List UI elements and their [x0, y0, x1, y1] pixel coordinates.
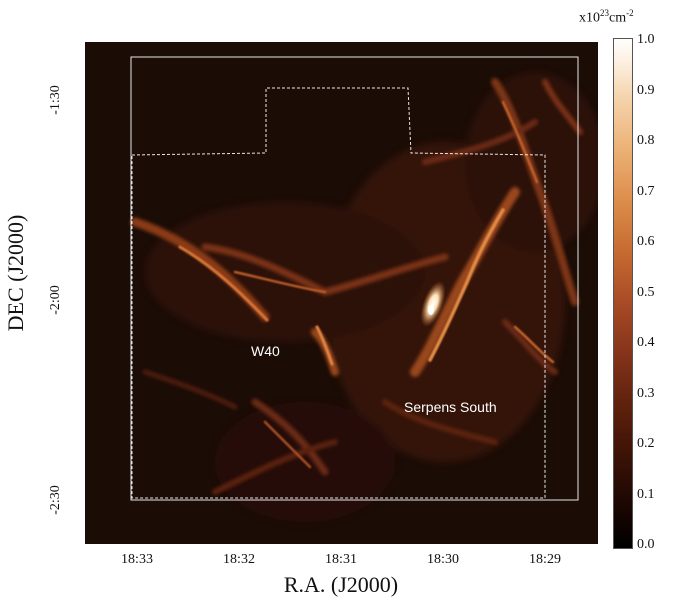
- survey-region-outlines: [130, 56, 579, 501]
- label-w40: W40: [251, 343, 280, 359]
- ra-tick-label: 18:32: [223, 552, 255, 567]
- filament-structure: [130, 72, 598, 522]
- dec-tick-label: -2:30: [48, 485, 63, 515]
- x-axis-label: R.A. (J2000): [283, 572, 399, 597]
- colorbar-tick-label: 0.1: [637, 486, 655, 502]
- colorbar-tick-label: 0.3: [637, 385, 655, 401]
- colorbar-tick-label: 0.6: [637, 234, 655, 249]
- colorbar-tick-label: 0.2: [637, 436, 655, 451]
- colorbar-tick-label: 1.0: [637, 32, 655, 47]
- colorbar-tick-label: 0.8: [637, 133, 655, 148]
- ra-tick-label: 18:33: [121, 552, 153, 567]
- outer-region-box: [130, 56, 579, 501]
- colorbar-tick-label: 0.5: [637, 284, 655, 300]
- ra-tick-label: 18:30: [427, 552, 459, 567]
- label-serpens-south: Serpens South: [404, 399, 497, 415]
- column-density-map: [85, 42, 598, 544]
- y-axis-label: DEC (J2000): [3, 214, 28, 332]
- colorbar-unit: x1023cm-2: [579, 8, 634, 26]
- dec-tick-label: -2:00: [48, 285, 63, 315]
- serpens-south-core: [420, 281, 446, 327]
- colorbar-tick-label: 0.7: [637, 183, 655, 199]
- ra-tick-label: 18:29: [529, 552, 561, 567]
- colorbar-tick-label: 0.0: [637, 537, 655, 552]
- colorbar-tick-label: 0.4: [637, 335, 655, 350]
- ra-tick-label: 18:31: [325, 552, 357, 567]
- colorbar-tick-label: 0.9: [637, 82, 655, 98]
- colorbar: [613, 38, 633, 549]
- dec-tick-label: -1:30: [48, 85, 63, 115]
- inner-region-outline: [131, 87, 546, 499]
